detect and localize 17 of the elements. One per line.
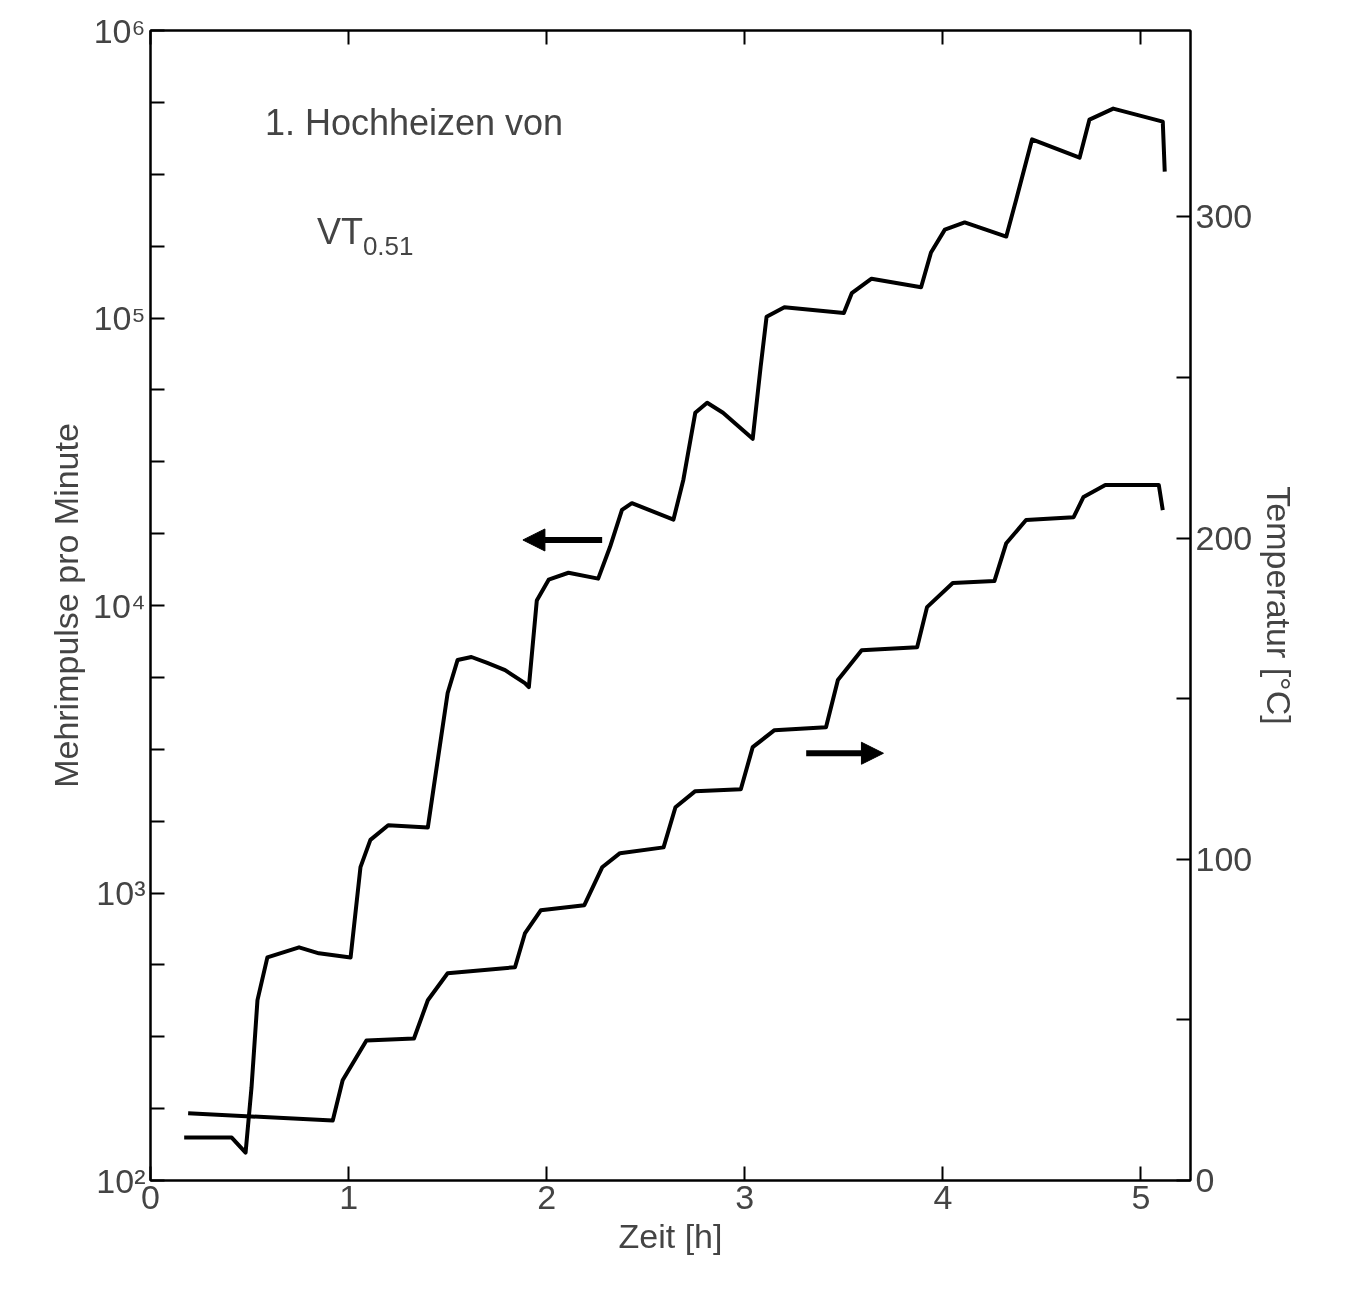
y2-axis-title: Temperatur [°C] bbox=[1260, 486, 1299, 725]
y-tick-label: 10³ bbox=[96, 874, 146, 912]
annotation: 1. Hochheizen von bbox=[264, 102, 564, 143]
y-tick-label: 10⁵ bbox=[93, 299, 146, 337]
y2-tick-label: 200 bbox=[1195, 518, 1253, 557]
y-tick-label: 10⁶ bbox=[93, 11, 146, 50]
x-tick-label: 2 bbox=[537, 1177, 557, 1216]
x-tick-label: 3 bbox=[735, 1177, 755, 1216]
x-tick-label: 4 bbox=[933, 1177, 953, 1216]
x-tick-label: 1 bbox=[339, 1177, 359, 1216]
x-axis-title: Zeit [h] bbox=[618, 1216, 723, 1255]
x-tick-label: 5 bbox=[1131, 1177, 1151, 1216]
y-tick-label: 10⁴ bbox=[93, 586, 146, 625]
y2-tick-label: 100 bbox=[1195, 839, 1253, 878]
y-axis-title: Mehrimpulse pro Minute bbox=[47, 423, 86, 788]
line-series bbox=[182, 106, 1167, 1155]
y2-tick-label: 300 bbox=[1195, 197, 1253, 236]
